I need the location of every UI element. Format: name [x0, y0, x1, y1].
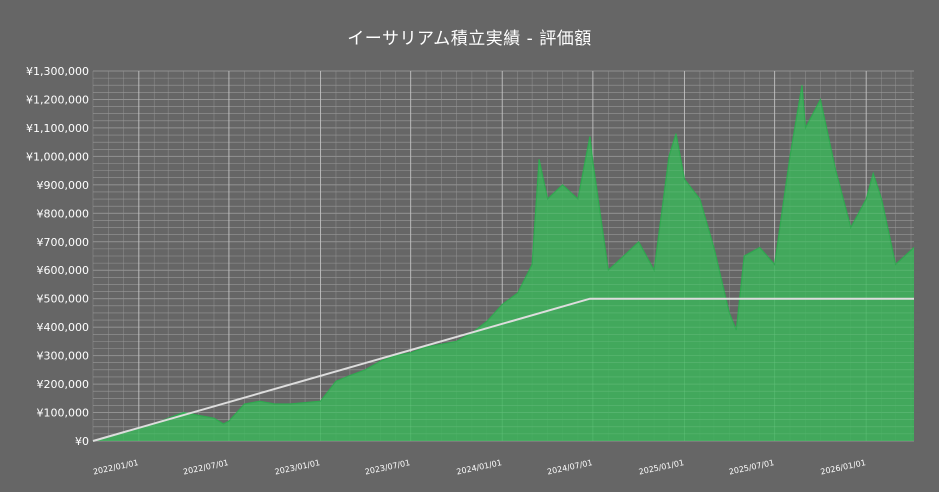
y-tick-label: ¥400,000: [37, 321, 90, 334]
chart-title: イーサリアム積立実績 - 評価額: [347, 29, 592, 49]
y-tick-label: ¥1,300,000: [26, 65, 89, 78]
y-tick-label: ¥200,000: [37, 378, 90, 391]
y-tick-label: ¥1,000,000: [26, 150, 89, 163]
invested-line: [92, 297, 914, 442]
y-tick-label: ¥300,000: [37, 350, 90, 363]
x-tick-label: 2023/01/01: [274, 458, 321, 476]
y-tick-label: ¥100,000: [37, 407, 90, 420]
y-tick-label: ¥700,000: [37, 236, 90, 249]
x-tick-label: 2024/07/01: [546, 458, 593, 476]
invested-line-series: [92, 297, 914, 442]
x-tick-label: 2024/01/01: [456, 458, 503, 476]
y-tick-label: ¥1,200,000: [26, 93, 89, 106]
x-tick-label: 2026/01/01: [820, 458, 867, 476]
y-tick-label: ¥800,000: [37, 207, 90, 220]
area-fill: [93, 85, 914, 441]
y-tick-label: ¥0: [75, 435, 89, 448]
y-tick-label: ¥600,000: [37, 264, 90, 277]
x-tick-label: 2022/01/01: [92, 458, 139, 476]
area-series: [92, 70, 915, 442]
x-axis: 2022/01/01 2022/07/01 2023/01/01 2023/07/01…: [92, 458, 866, 476]
x-tick-label: 2025/07/01: [728, 458, 775, 476]
x-tick-label: 2023/07/01: [364, 458, 411, 476]
y-tick-label: ¥500,000: [37, 293, 90, 306]
x-tick-label: 2025/01/01: [638, 458, 685, 476]
area-outline: [92, 85, 915, 442]
y-axis: ¥0 ¥100,000 ¥200,000 ¥300,000 ¥400,000 ¥500,0…: [26, 65, 89, 448]
x-tick-label: 2022/07/01: [182, 458, 229, 476]
y-tick-label: ¥900,000: [37, 179, 90, 192]
y-tick-label: ¥1,100,000: [26, 122, 89, 135]
